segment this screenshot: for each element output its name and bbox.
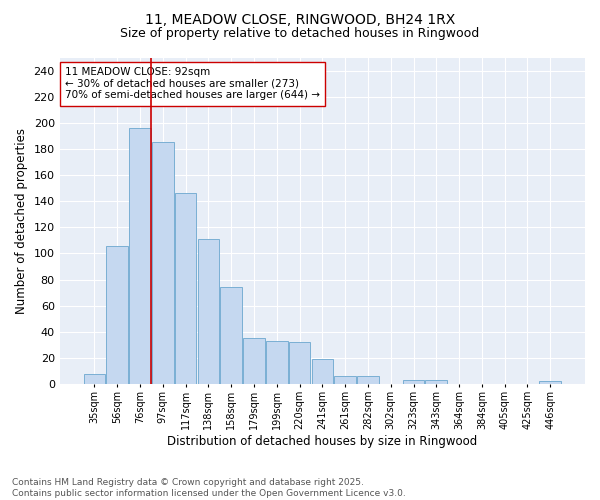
- Bar: [106, 246, 128, 384]
- Bar: [266, 341, 287, 384]
- Bar: [357, 376, 379, 384]
- Bar: [311, 359, 333, 384]
- Bar: [197, 239, 219, 384]
- Bar: [175, 194, 196, 384]
- Bar: [129, 128, 151, 384]
- Text: Size of property relative to detached houses in Ringwood: Size of property relative to detached ho…: [121, 28, 479, 40]
- Bar: [152, 142, 173, 384]
- Bar: [334, 376, 356, 384]
- Bar: [243, 338, 265, 384]
- Bar: [403, 380, 424, 384]
- Text: 11 MEADOW CLOSE: 92sqm
← 30% of detached houses are smaller (273)
70% of semi-de: 11 MEADOW CLOSE: 92sqm ← 30% of detached…: [65, 68, 320, 100]
- X-axis label: Distribution of detached houses by size in Ringwood: Distribution of detached houses by size …: [167, 434, 478, 448]
- Bar: [83, 374, 105, 384]
- Bar: [289, 342, 310, 384]
- Y-axis label: Number of detached properties: Number of detached properties: [15, 128, 28, 314]
- Bar: [220, 288, 242, 384]
- Text: Contains HM Land Registry data © Crown copyright and database right 2025.
Contai: Contains HM Land Registry data © Crown c…: [12, 478, 406, 498]
- Bar: [539, 382, 561, 384]
- Text: 11, MEADOW CLOSE, RINGWOOD, BH24 1RX: 11, MEADOW CLOSE, RINGWOOD, BH24 1RX: [145, 12, 455, 26]
- Bar: [425, 380, 447, 384]
